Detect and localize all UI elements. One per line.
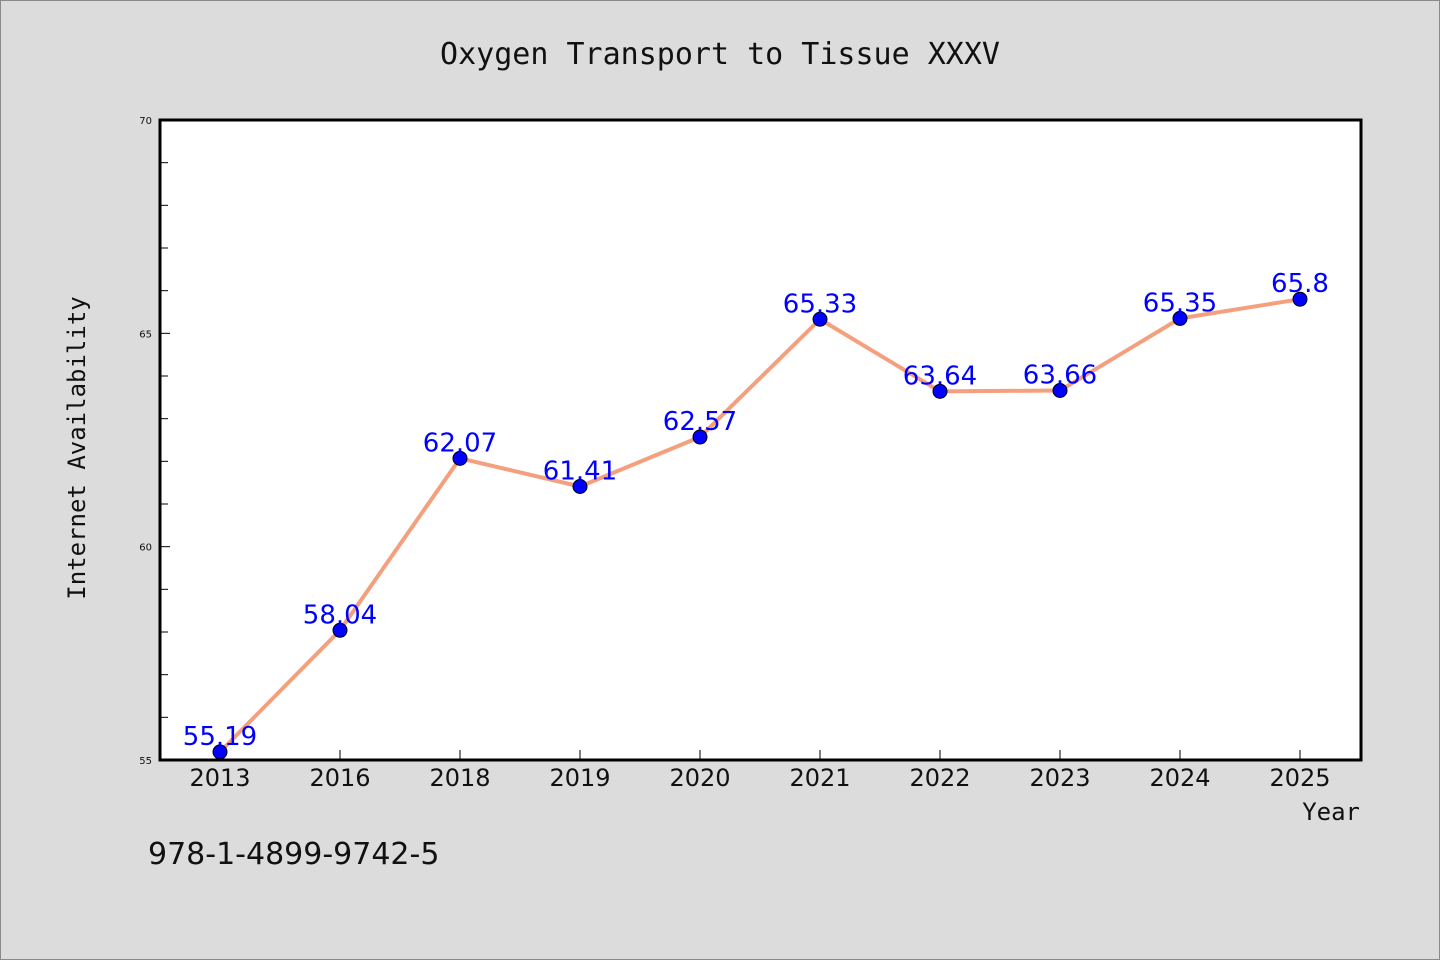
data-point — [692, 429, 708, 445]
series-polyline — [218, 297, 1302, 754]
data-point — [1052, 383, 1068, 399]
x-axis: 2013 2016 2018 2019 2020 2021 2022 2023 2024 2025 — [189, 750, 1331, 792]
y-axis-label: Internet Availability — [63, 296, 91, 599]
data-point — [932, 383, 948, 399]
y-tick-label: 70 — [139, 116, 152, 127]
data-label: 63.66 — [1023, 361, 1097, 391]
chart-title: Oxygen Transport to Tissue XXXV — [440, 37, 1000, 72]
x-tick-label: 2025 — [1269, 764, 1330, 792]
data-label: 63.64 — [903, 361, 977, 391]
data-label: 58.04 — [303, 600, 377, 630]
series-line — [218, 297, 1302, 754]
data-label: 62.57 — [663, 407, 737, 437]
data-point — [572, 479, 588, 495]
y-tick-label: 65 — [139, 329, 152, 340]
data-point — [1292, 291, 1308, 307]
data-label: 55.19 — [183, 722, 257, 752]
data-label: 62.07 — [423, 428, 497, 458]
x-tick-label: 2013 — [189, 764, 250, 792]
plot-area — [158, 118, 1363, 762]
x-tick-label: 2016 — [309, 764, 370, 792]
series-markers — [212, 291, 1308, 760]
isbn-text: 978-1-4899-9742-5 — [148, 837, 439, 872]
data-label: 65.33 — [783, 289, 857, 319]
x-tick-label: 2023 — [1029, 764, 1090, 792]
data-label: 65.8 — [1271, 269, 1329, 299]
data-label: 65.35 — [1143, 288, 1217, 318]
data-point — [332, 622, 348, 638]
data-point — [452, 450, 468, 466]
y-tick-label: 60 — [139, 543, 152, 554]
x-tick-label: 2018 — [429, 764, 490, 792]
x-tick-label: 2022 — [909, 764, 970, 792]
data-labels: 55.19 58.04 62.07 61.41 62.57 65.33 63.64 63.66… — [183, 269, 1329, 752]
x-tick-label: 2021 — [789, 764, 850, 792]
x-tick-label: 2019 — [549, 764, 610, 792]
x-tick-label: 2020 — [669, 764, 730, 792]
y-tick-label: 55 — [139, 756, 152, 767]
data-point — [812, 311, 828, 327]
data-point — [212, 744, 228, 760]
y-axis: 55 60 65 70 — [139, 116, 170, 767]
x-tick-label: 2024 — [1149, 764, 1210, 792]
data-point — [1172, 310, 1188, 326]
x-axis-label: Year — [1302, 798, 1360, 826]
data-label: 61.41 — [543, 457, 617, 487]
